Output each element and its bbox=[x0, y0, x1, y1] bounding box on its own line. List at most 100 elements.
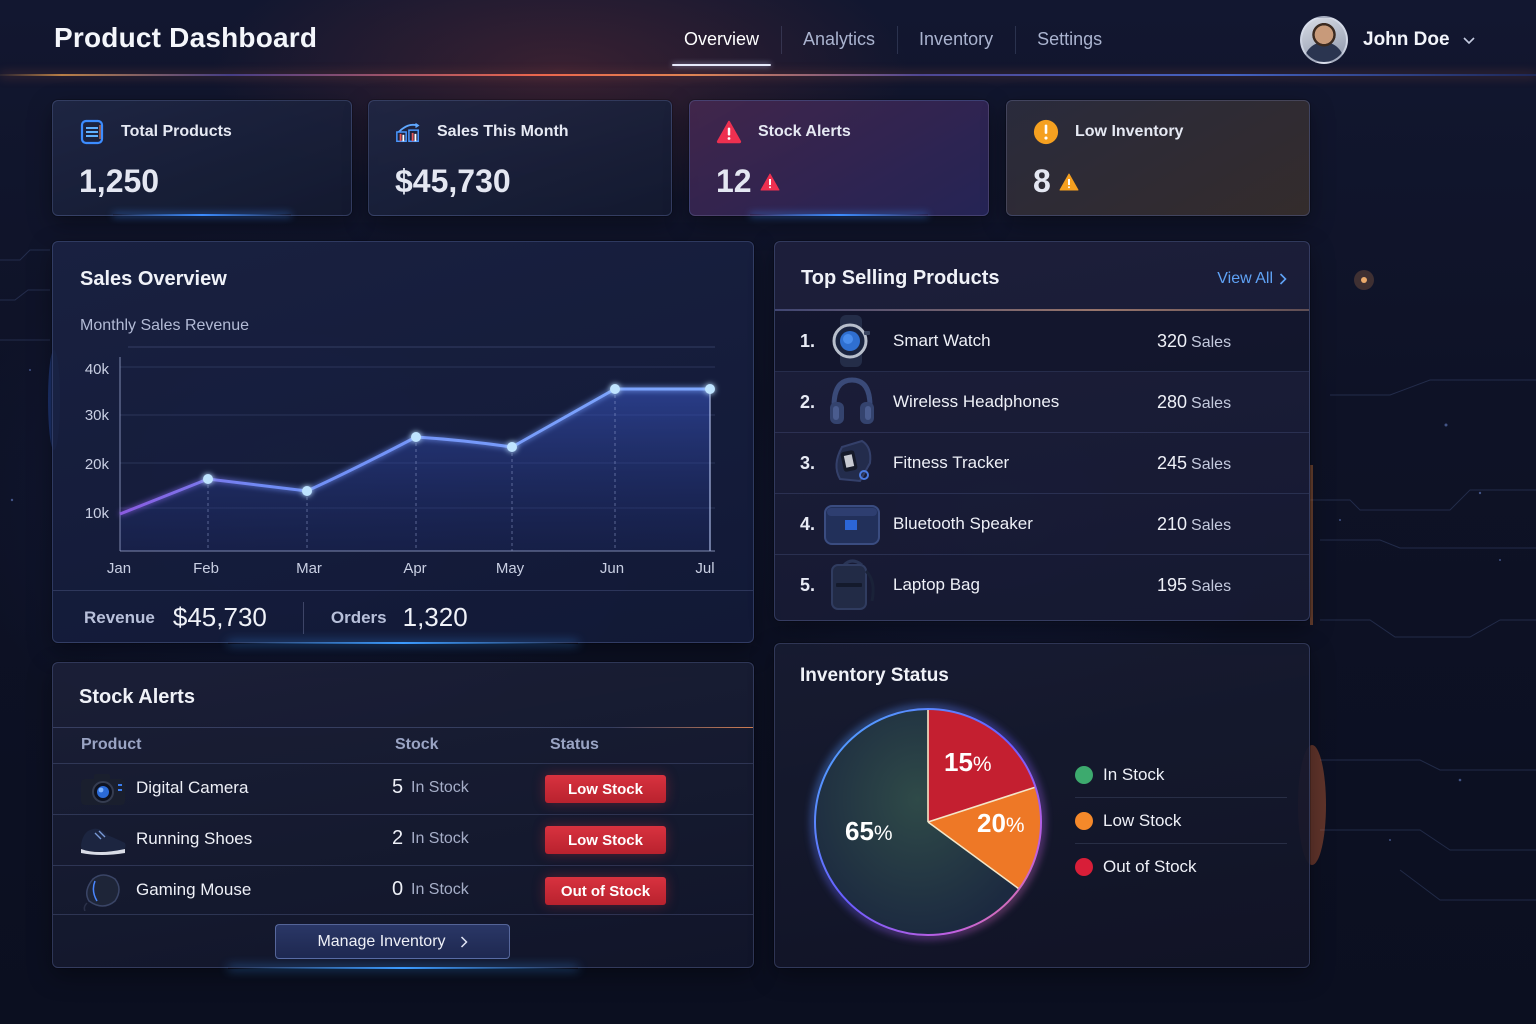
table-row[interactable]: Running Shoes 2 In Stock Low Stock bbox=[53, 814, 753, 865]
sales-count: 280 Sales bbox=[1157, 391, 1232, 412]
sales-count: 210 Sales bbox=[1157, 513, 1232, 534]
product-name: Bluetooth Speaker bbox=[893, 514, 1033, 533]
view-all-link[interactable]: View All bbox=[1217, 270, 1287, 288]
svg-text:10k: 10k bbox=[85, 505, 110, 522]
list-item[interactable]: 5. Laptop Bag 195 Sales bbox=[775, 555, 1309, 615]
kpi-card-total-products[interactable]: Total Products 1,250 bbox=[52, 100, 352, 216]
chevron-down-icon[interactable] bbox=[1462, 33, 1476, 47]
product-name: Wireless Headphones bbox=[893, 392, 1060, 411]
tab-inventory[interactable]: Inventory bbox=[897, 24, 1015, 54]
list-item[interactable]: 3. Fitness Tracker 245 Sales bbox=[775, 433, 1309, 494]
header-divider bbox=[0, 74, 1536, 76]
status-badge: Low Stock bbox=[545, 826, 666, 854]
kpi-label: Low Inventory bbox=[1075, 123, 1184, 140]
panel-title: Stock Alerts bbox=[79, 686, 195, 708]
svg-text:Apr: Apr bbox=[403, 560, 426, 577]
sales-count: 320 Sales bbox=[1157, 330, 1232, 351]
sales-line-chart[interactable]: 40k 30k 20k 10k Jan Feb Mar Apr May Jun … bbox=[53, 242, 755, 590]
rank: 1. bbox=[800, 330, 816, 351]
chevron-right-icon bbox=[460, 935, 468, 948]
column-header-stock: Stock bbox=[395, 736, 439, 753]
shoe-icon bbox=[77, 820, 129, 860]
status-badge: Low Stock bbox=[545, 775, 666, 803]
backpack-icon bbox=[823, 558, 881, 612]
panel-title: Sales Overview bbox=[80, 268, 227, 290]
chart-data-points[interactable] bbox=[203, 384, 715, 496]
inventory-pie-chart[interactable] bbox=[795, 698, 1055, 958]
svg-text:Feb: Feb bbox=[193, 560, 219, 577]
list-icon bbox=[79, 119, 105, 145]
list-item[interactable]: 2. Wireless Headphones 280 Sales bbox=[775, 372, 1309, 433]
main-nav: Overview Analytics Inventory Settings bbox=[662, 24, 1124, 66]
tab-overview[interactable]: Overview bbox=[662, 24, 781, 66]
svg-text:Mar: Mar bbox=[296, 560, 322, 577]
kpi-card-stock-alerts[interactable]: Stock Alerts 12 bbox=[689, 100, 989, 216]
user-menu[interactable]: John Doe bbox=[1300, 16, 1476, 64]
svg-text:Jan: Jan bbox=[107, 560, 131, 577]
warning-triangle-icon bbox=[1059, 173, 1079, 190]
y-axis-labels: 40k 30k 20k 10k bbox=[85, 361, 110, 522]
view-all-label: View All bbox=[1217, 270, 1273, 287]
tab-settings[interactable]: Settings bbox=[1015, 24, 1124, 54]
column-header-product: Product bbox=[81, 736, 142, 753]
top-header: Product Dashboard Overview Analytics Inv… bbox=[0, 0, 1536, 76]
rank: 2. bbox=[800, 391, 816, 412]
sales-count: 245 Sales bbox=[1157, 452, 1232, 473]
panel-glow bbox=[228, 642, 578, 644]
revenue-value: $45,730 bbox=[172, 602, 267, 632]
manage-inventory-button[interactable]: Manage Inventory bbox=[275, 924, 510, 959]
svg-text:20k: 20k bbox=[85, 456, 110, 473]
stock-alerts-panel: Stock Alerts Product Stock Status Digita… bbox=[52, 662, 754, 969]
camera-icon bbox=[77, 769, 129, 809]
kpi-label: Stock Alerts bbox=[758, 123, 851, 140]
kpi-label: Total Products bbox=[121, 123, 232, 140]
kpi-value: $45,730 bbox=[395, 163, 511, 199]
divider bbox=[302, 601, 304, 634]
legend-item-in-stock[interactable]: In Stock bbox=[1075, 752, 1287, 798]
panel-glow bbox=[228, 967, 578, 969]
pie-slice-out-of-stock[interactable] bbox=[928, 709, 1036, 822]
avatar[interactable] bbox=[1300, 16, 1348, 64]
svg-text:30k: 30k bbox=[85, 407, 110, 424]
app-title: Product Dashboard bbox=[54, 22, 318, 53]
warning-triangle-icon bbox=[760, 173, 780, 190]
out-of-stock-dot-icon bbox=[1075, 858, 1093, 876]
revenue-label: Revenue bbox=[84, 607, 155, 627]
product-name: Digital Camera bbox=[136, 778, 249, 797]
pie-slice-in-stock[interactable] bbox=[815, 709, 1020, 935]
pie-slice-low-stock[interactable] bbox=[928, 787, 1042, 890]
legend-item-out-of-stock[interactable]: Out of Stock bbox=[1075, 844, 1287, 890]
table-row[interactable]: Gaming Mouse 0 In Stock Out of Stock bbox=[53, 865, 753, 916]
fitness-tracker-icon bbox=[823, 436, 881, 490]
list-item[interactable]: 4. Bluetooth Speaker 210 Sales bbox=[775, 494, 1309, 555]
svg-text:Jul: Jul bbox=[695, 560, 714, 577]
orders-value: 1,320 bbox=[402, 602, 468, 632]
rank: 3. bbox=[800, 452, 816, 473]
chart-drop-lines bbox=[207, 389, 616, 551]
smartwatch-icon bbox=[823, 314, 881, 368]
header-divider bbox=[53, 727, 753, 728]
legend-label: Low Stock bbox=[1103, 810, 1182, 830]
tab-analytics[interactable]: Analytics bbox=[781, 24, 897, 54]
stock-qty-label: In Stock bbox=[411, 779, 469, 796]
panel-title: Inventory Status bbox=[800, 665, 949, 686]
product-name: Fitness Tracker bbox=[893, 453, 1010, 472]
legend-item-low-stock[interactable]: Low Stock bbox=[1075, 798, 1287, 844]
in-stock-dot-icon bbox=[1075, 765, 1093, 784]
list-item[interactable]: 1. Smart Watch 320 Sales bbox=[775, 311, 1309, 372]
inventory-status-panel: Inventory Status 65% 20% bbox=[774, 643, 1310, 968]
kpi-card-low-inventory[interactable]: Low Inventory 8 bbox=[1006, 100, 1310, 216]
rank: 5. bbox=[800, 574, 816, 595]
stock-qty-label: In Stock bbox=[411, 881, 469, 898]
sales-count: 195 Sales bbox=[1157, 574, 1232, 595]
svg-text:May: May bbox=[496, 560, 525, 577]
header-divider bbox=[775, 309, 1309, 311]
pie-label-in-stock: 65% bbox=[845, 816, 893, 846]
low-stock-dot-icon bbox=[1075, 811, 1093, 830]
mouse-icon bbox=[77, 871, 129, 911]
legend-label: Out of Stock bbox=[1103, 857, 1197, 876]
rank: 4. bbox=[800, 513, 816, 534]
table-row[interactable]: Digital Camera 5 In Stock Low Stock bbox=[53, 763, 753, 814]
kpi-card-sales-this-month[interactable]: Sales This Month $45,730 bbox=[368, 100, 672, 216]
kpi-label: Sales This Month bbox=[437, 123, 569, 140]
